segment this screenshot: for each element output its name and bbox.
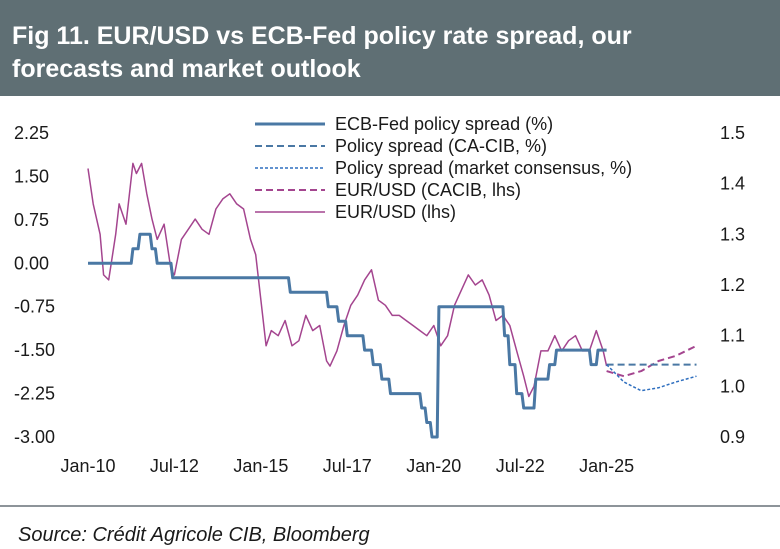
x-tick-label: Jan-20 bbox=[406, 456, 461, 476]
legend-label: Policy spread (CA-CIB, %) bbox=[335, 136, 547, 156]
left-tick-label: -2.25 bbox=[14, 384, 55, 404]
chart-area: 2.25 1.50 0.75 0.00 -0.75 -1.50 -2.25 -3.00 1.5 1… bbox=[0, 96, 780, 496]
x-tick-label: Jan-25 bbox=[579, 456, 634, 476]
right-tick-label: 1.2 bbox=[720, 275, 745, 295]
right-tick-label: 1.1 bbox=[720, 326, 745, 346]
left-tick-label: -0.75 bbox=[14, 297, 55, 317]
series-line-3 bbox=[606, 344, 697, 378]
legend-label: ECB-Fed policy spread (%) bbox=[335, 114, 553, 134]
left-tick-label: -1.50 bbox=[14, 340, 55, 360]
right-tick-label: 1.3 bbox=[720, 224, 745, 244]
right-tick-label: 1.5 bbox=[720, 123, 745, 143]
legend-label: Policy spread (market consensus, %) bbox=[335, 158, 632, 178]
chart-svg: 2.25 1.50 0.75 0.00 -0.75 -1.50 -2.25 -3.00 1.5 1… bbox=[14, 114, 745, 476]
figure-title: Fig 11. EUR/USD vs ECB-Fed policy rate s… bbox=[12, 22, 632, 83]
x-tick-label: Jul-12 bbox=[150, 456, 199, 476]
x-tick-label: Jan-10 bbox=[60, 456, 115, 476]
series-line-4 bbox=[87, 162, 608, 398]
left-tick-label: 1.50 bbox=[14, 166, 49, 186]
footer-divider bbox=[0, 505, 780, 507]
header-banner: Fig 11. EUR/USD vs ECB-Fed policy rate s… bbox=[0, 0, 780, 96]
series-line-0 bbox=[88, 232, 607, 439]
series-line-2 bbox=[606, 364, 697, 392]
source-note: Source: Crédit Agricole CIB, Bloomberg bbox=[18, 524, 370, 546]
legend-label: EUR/USD (lhs) bbox=[335, 202, 456, 222]
axis-ticks: 2.25 1.50 0.75 0.00 -0.75 -1.50 -2.25 -3.00 1.5 1… bbox=[14, 123, 745, 476]
x-tick-label: Jul-22 bbox=[496, 456, 545, 476]
x-tick-label: Jan-15 bbox=[233, 456, 288, 476]
series-lines bbox=[87, 162, 697, 439]
left-tick-label: 0.75 bbox=[14, 210, 49, 230]
legend-label: EUR/USD (CACIB, lhs) bbox=[335, 180, 521, 200]
right-tick-label: 1.0 bbox=[720, 376, 745, 396]
right-tick-label: 0.9 bbox=[720, 427, 745, 447]
left-tick-label: -3.00 bbox=[14, 427, 55, 447]
left-tick-label: 2.25 bbox=[14, 123, 49, 143]
left-tick-label: 0.00 bbox=[14, 253, 49, 273]
legend: ECB-Fed policy spread (%)Policy spread (… bbox=[255, 114, 632, 222]
right-tick-label: 1.4 bbox=[720, 174, 745, 194]
x-tick-label: Jul-17 bbox=[323, 456, 372, 476]
